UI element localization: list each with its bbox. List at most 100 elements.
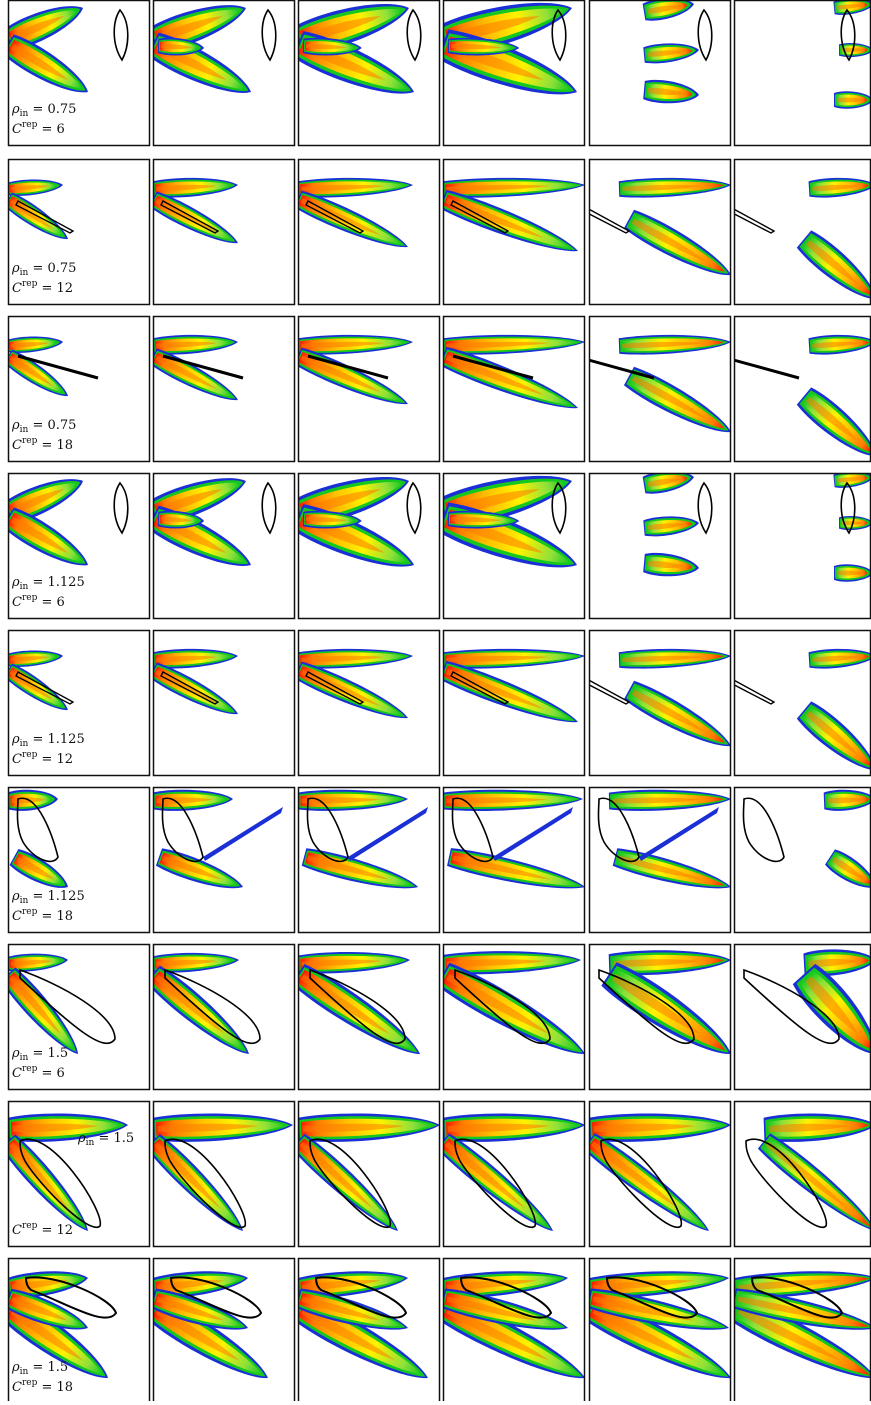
panel-frame [7, 158, 151, 306]
rho-label: ρin = 0.75 [12, 418, 77, 435]
obstacle-outline [600, 1138, 682, 1229]
panel-frame [297, 786, 441, 934]
density-lobe [153, 648, 239, 669]
obstacle-outline [309, 968, 406, 1045]
thin-flux [348, 807, 428, 861]
snapshot-panel [8, 787, 150, 933]
obstacle-outline [24, 1276, 118, 1319]
snapshot-panel [734, 0, 871, 146]
snapshot-panel [298, 1101, 440, 1247]
snapshot-panel [443, 630, 585, 776]
panel-frame [442, 472, 586, 620]
panel-frame [152, 315, 296, 463]
snapshot-panel [153, 316, 295, 462]
density-lobe [8, 349, 68, 397]
panel-frame [588, 315, 732, 463]
density-lobe [623, 680, 731, 747]
crep-label: Crep = 12 [12, 279, 74, 296]
rho-label: ρin = 1.125 [12, 575, 85, 592]
density-lobe [808, 177, 871, 198]
density-lobe [823, 789, 871, 811]
obstacle-outline [15, 671, 75, 705]
rho-label: ρin = 1.5 [78, 1131, 135, 1148]
density-lobe [443, 789, 583, 811]
obstacle-outline [734, 679, 776, 705]
density-lobe [589, 1113, 731, 1142]
obstacle-outline [450, 671, 510, 705]
snapshot-panel [298, 473, 440, 619]
panel-frame [152, 943, 296, 1091]
density-lobe [443, 177, 585, 198]
density-lobe [447, 848, 585, 889]
obstacle-outline [551, 481, 567, 535]
panel-frame [7, 1100, 151, 1248]
density-lobe [153, 789, 234, 811]
snapshot-panel [8, 944, 150, 1090]
density-lobe [443, 1288, 569, 1330]
panel-frame [152, 629, 296, 777]
snapshot-panel [8, 159, 150, 305]
snapshot-panel [734, 787, 871, 933]
obstacle-outline [164, 1138, 246, 1229]
panel-frame [297, 629, 441, 777]
density-lobe [9, 849, 69, 888]
obstacle-outline [840, 481, 856, 535]
density-lobe [153, 952, 240, 973]
density-lobe [8, 967, 78, 1054]
density-lobe [608, 950, 731, 976]
snapshot-panel [734, 630, 871, 776]
snapshot-panel [734, 159, 871, 305]
snapshot-panel [443, 473, 585, 619]
obstacle-outline [306, 797, 349, 863]
obstacle-outline [164, 968, 261, 1045]
snapshot-panel [589, 944, 731, 1090]
obstacle-outline [452, 354, 534, 380]
snapshot-panel [734, 1258, 871, 1404]
obstacle-outline [305, 200, 365, 234]
obstacle-outline [589, 358, 655, 380]
panel-frame [7, 786, 151, 934]
density-lobe [153, 348, 238, 401]
obstacle-outline [406, 481, 422, 535]
density-lobe [589, 1296, 731, 1379]
snapshot-panel [153, 787, 295, 933]
obstacle-outline [307, 354, 389, 380]
rho-label: ρin = 1.125 [12, 889, 85, 906]
density-lobe [298, 648, 414, 669]
crep-label: Crep = 18 [12, 1378, 74, 1395]
density-lobe [8, 1113, 129, 1142]
obstacle-outline [406, 8, 422, 62]
snapshot-panel [443, 159, 585, 305]
panel-row [7, 0, 871, 147]
density-lobe [153, 1134, 243, 1231]
panel-row [7, 315, 871, 463]
obstacle-outline [454, 1138, 536, 1229]
obstacle-outline [162, 354, 244, 380]
panel-frame [7, 315, 151, 463]
density-lobe [443, 189, 579, 252]
snapshot-panel [734, 316, 871, 462]
density-lobe [834, 564, 871, 582]
rho-label: ρin = 1.5 [12, 1046, 69, 1063]
obstacle-outline [734, 358, 800, 380]
panel-frame [442, 786, 586, 934]
obstacle-outline [589, 679, 631, 705]
snapshot-panel [153, 473, 295, 619]
snapshot-panel [589, 159, 731, 305]
panel-row [7, 786, 871, 934]
snapshot-panel [298, 159, 440, 305]
density-lobe [443, 1113, 585, 1142]
snapshot-panel [589, 1258, 731, 1404]
panel-frame [588, 786, 732, 934]
snapshot-panel [734, 1101, 871, 1247]
snapshot-panel [298, 944, 440, 1090]
snapshot-panel [443, 944, 585, 1090]
snapshot-panel [153, 0, 295, 146]
density-lobe [608, 789, 731, 811]
obstacle-outline [113, 481, 129, 535]
obstacle-outline [697, 481, 713, 535]
density-lobe [157, 510, 205, 529]
panel-row [7, 158, 871, 306]
panel-frame [152, 158, 296, 306]
